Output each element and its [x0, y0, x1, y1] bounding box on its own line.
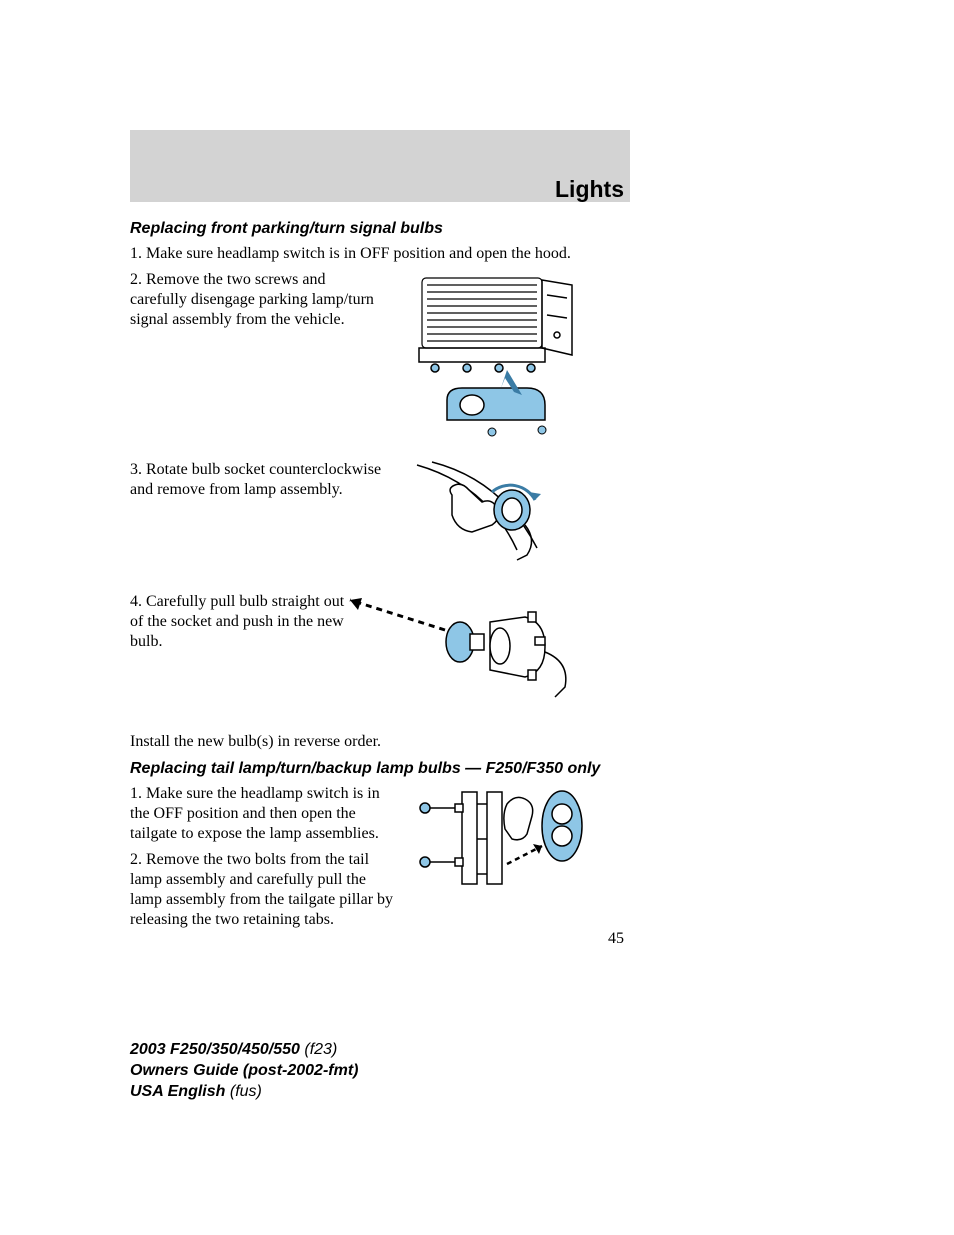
figure-parking-lamp-assembly: [397, 270, 597, 450]
footer-line3-ital: (fus): [225, 1083, 261, 1100]
section1-step4-text: 4. Carefully pull bulb straight out of t…: [130, 592, 358, 652]
section1-step4-row: 4. Carefully pull bulb straight out of t…: [130, 592, 630, 712]
figure-bulb-socket-rotate: [397, 460, 597, 580]
section2-steps-row: 1. Make sure the headlamp switch is in t…: [130, 784, 630, 930]
page-content: Replacing front parking/turn signal bulb…: [130, 220, 630, 938]
footer-line1-ital: (f23): [300, 1041, 337, 1058]
section2-heading: Replacing tail lamp/turn/backup lamp bul…: [130, 760, 630, 778]
section1-step3-text: 3. Rotate bulb socket counterclockwise a…: [130, 460, 385, 500]
footer-line1-bold: 2003 F250/350/450/550: [130, 1041, 300, 1058]
section2-step2-text: 2. Remove the two bolts from the tail la…: [130, 850, 395, 930]
section1-step3-row: 3. Rotate bulb socket counterclockwise a…: [130, 460, 630, 580]
footer-line2: Owners Guide (post-2002-fmt): [130, 1061, 358, 1082]
footer-line3: USA English (fus): [130, 1082, 358, 1103]
section1-step2-text: 2. Remove the two screws and carefully d…: [130, 270, 385, 330]
section2-step1-text: 1. Make sure the headlamp switch is in t…: [130, 784, 395, 844]
figure-tail-lamp-assembly: [407, 784, 607, 909]
footer: 2003 F250/350/450/550 (f23) Owners Guide…: [130, 1040, 358, 1102]
section1-heading: Replacing front parking/turn signal bulb…: [130, 220, 630, 238]
section1-step1: 1. Make sure headlamp switch is in OFF p…: [130, 244, 630, 264]
page-number: 45: [608, 930, 624, 948]
footer-line3-bold: USA English: [130, 1083, 225, 1100]
figure-bulb-pull-out: [330, 592, 590, 712]
section1-footnote: Install the new bulb(s) in reverse order…: [130, 732, 630, 752]
section1-step2-row: 2. Remove the two screws and carefully d…: [130, 270, 630, 450]
section-title: Lights: [555, 176, 624, 203]
footer-line1: 2003 F250/350/450/550 (f23): [130, 1040, 358, 1061]
